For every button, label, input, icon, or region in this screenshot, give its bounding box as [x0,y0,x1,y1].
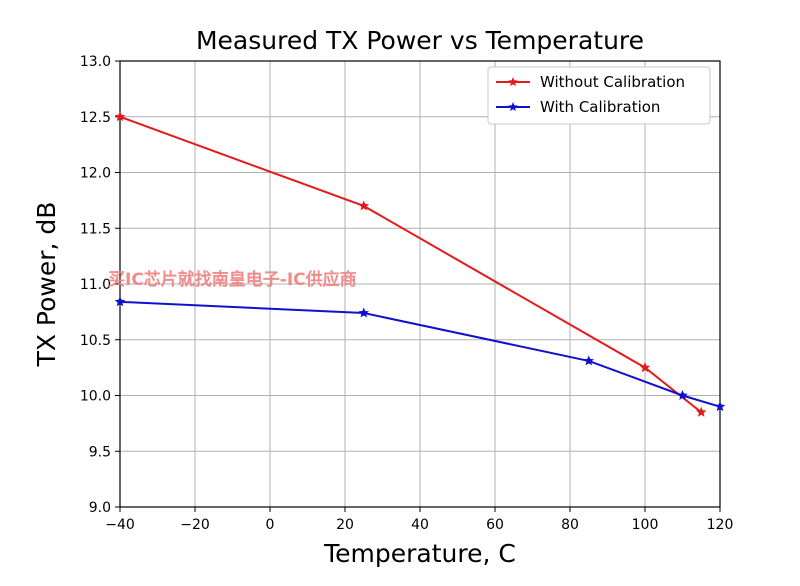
x-tick-label: 0 [266,517,275,533]
legend-entry: Without Calibration [540,73,685,91]
y-tick-label: 10.5 [80,333,111,349]
chart-title: Measured TX Power vs Temperature [196,26,644,55]
y-tick-label: 12.5 [80,110,111,126]
legend-box [487,66,711,125]
watermark-text: 买IC芯片就找南皇电子-IC供应商 [108,269,357,290]
y-tick-label: 10.0 [80,389,111,405]
data-point [583,355,594,366]
y-tick-label: 11.5 [80,221,111,237]
series-line-0 [119,115,702,414]
axis-ticks: −40 −20 0 20 40 60 80 100 120 9.0 9.5 10.0 10.5 11.0 1… [80,54,734,533]
data-point [677,390,688,400]
data-point [114,111,126,122]
legend-entry: With Calibration [540,98,660,116]
x-tick-label: 20 [336,517,354,533]
y-tick-label: 12.0 [80,166,111,182]
x-tick-label: −40 [105,517,135,533]
y-tick-label: 13.0 [80,54,111,70]
x-tick-label: 100 [632,517,659,533]
y-tick-label: 9.5 [89,444,111,460]
data-point [358,307,369,318]
legend-marker [508,102,518,111]
data-point [696,406,707,417]
x-axis-label: Temperature, C [323,539,516,568]
x-tick-label: 60 [486,517,504,533]
x-tick-label: −20 [180,517,210,533]
legend-marker [508,77,518,86]
data-point [714,401,726,412]
data-point [358,200,369,211]
legend: Without Calibration With Calibration [487,66,711,125]
y-axis-label: TX Power, dB [32,202,61,368]
data-point [639,362,651,373]
x-tick-label: 80 [561,517,579,533]
x-tick-label: 120 [707,517,734,533]
series-lines [114,111,726,417]
y-tick-label: 9.0 [89,500,111,516]
y-tick-label: 11.0 [80,277,111,293]
x-tick-label: 40 [411,517,429,533]
data-point [114,296,126,307]
